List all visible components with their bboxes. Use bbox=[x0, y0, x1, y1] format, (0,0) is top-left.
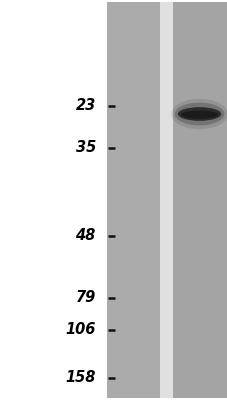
Text: 35: 35 bbox=[75, 140, 95, 156]
Bar bbox=[173, 2, 227, 398]
Text: 79: 79 bbox=[75, 290, 95, 306]
Bar bbox=[107, 2, 159, 398]
Text: 48: 48 bbox=[75, 228, 95, 244]
Ellipse shape bbox=[174, 103, 223, 125]
Ellipse shape bbox=[171, 99, 227, 129]
Text: 106: 106 bbox=[65, 322, 95, 338]
Text: 23: 23 bbox=[75, 98, 95, 114]
Bar bbox=[159, 2, 173, 398]
Ellipse shape bbox=[180, 110, 217, 119]
Text: 158: 158 bbox=[65, 370, 95, 386]
Ellipse shape bbox=[177, 107, 220, 121]
